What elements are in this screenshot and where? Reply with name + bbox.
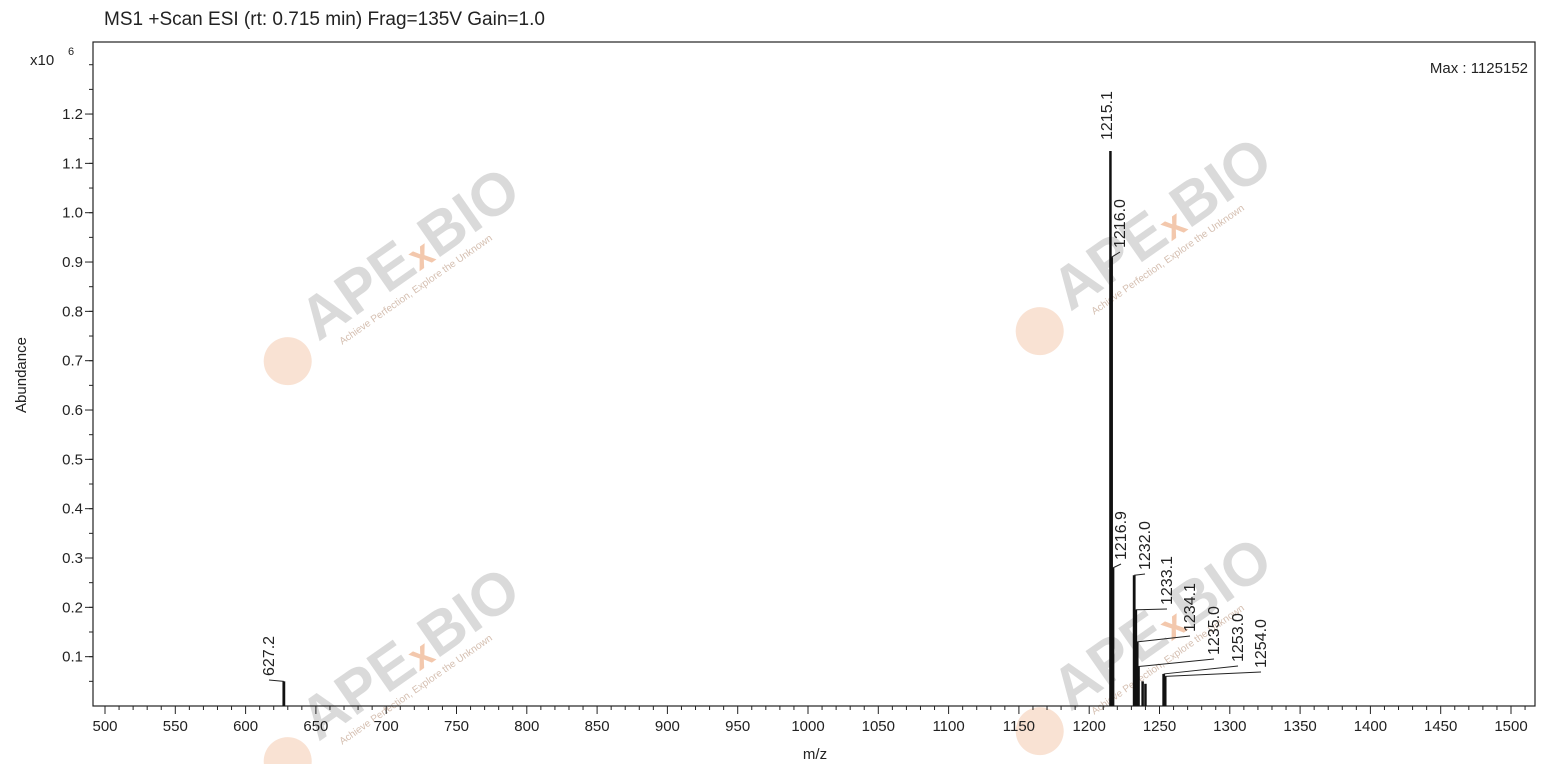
y-tick-label: 0.8 xyxy=(62,303,83,320)
x-tick-label: 550 xyxy=(163,718,188,735)
x-tick-label: 1350 xyxy=(1283,718,1316,735)
watermark-logo-icon xyxy=(1015,307,1064,356)
y-tick-label: 0.1 xyxy=(62,649,83,666)
x-tick-label: 500 xyxy=(92,718,117,735)
x-tick-label: 800 xyxy=(514,718,539,735)
y-tick-label: 0.6 xyxy=(62,402,83,419)
x-tick-label: 750 xyxy=(444,718,469,735)
y-tick-label: 1.2 xyxy=(62,106,83,123)
watermark-logo-icon xyxy=(263,337,312,386)
peak-label-leader xyxy=(1111,251,1121,258)
y-tick-label: 0.7 xyxy=(62,353,83,370)
peak-label-leader xyxy=(1137,635,1191,643)
max-abundance-label: Max : 1125152 xyxy=(1430,60,1528,77)
peak-label-leader xyxy=(1163,665,1239,675)
peak-label: 1254.0 xyxy=(1253,619,1270,668)
watermark-brand: APExBIO xyxy=(287,154,531,353)
peak-label-leader xyxy=(1112,563,1122,569)
x-axis: 500 550 600 650 700 750 800 850 900 950 1000 1050 11… xyxy=(92,706,1528,735)
peak-label: 1234.1 xyxy=(1182,583,1199,632)
y-multiplier-exponent: 6 xyxy=(68,46,74,58)
peak-label-leader xyxy=(268,679,284,682)
x-tick-label: 1500 xyxy=(1494,718,1527,735)
y-tick-label: 1.0 xyxy=(62,205,83,222)
x-tick-label: 1000 xyxy=(791,718,824,735)
x-tick-label: 850 xyxy=(585,718,610,735)
peak-label: 1215.1 xyxy=(1099,91,1116,140)
y-tick-label: 0.2 xyxy=(62,599,83,616)
peak-label: 1216.9 xyxy=(1113,511,1130,560)
x-axis-label: m/z xyxy=(803,746,827,763)
spectrum-peaks: 627.2 1215.1 1216.0 1216.9 1232.0 1233.1 1234.… xyxy=(261,91,1270,706)
y-tick-label: 0.3 xyxy=(62,550,83,567)
x-tick-label: 1300 xyxy=(1213,718,1246,735)
peak-label: 1233.1 xyxy=(1159,556,1176,605)
plot-frame xyxy=(92,41,1536,707)
chart-title: MS1 +Scan ESI (rt: 0.715 min) Frag=135V … xyxy=(104,9,545,30)
x-tick-label: 600 xyxy=(233,718,258,735)
x-tick-label: 1150 xyxy=(1003,718,1035,735)
y-axis-label: Abundance xyxy=(13,337,30,413)
watermark-logo-icon xyxy=(263,737,312,764)
x-tick-label: 900 xyxy=(655,718,680,735)
watermark-logo-icon xyxy=(1015,707,1064,756)
x-tick-label: 1250 xyxy=(1143,718,1176,735)
peak-label-leader xyxy=(1165,671,1262,677)
x-tick-label: 1050 xyxy=(862,718,895,735)
peak-label-leader xyxy=(1135,608,1168,611)
peak-label: 1232.0 xyxy=(1137,521,1154,570)
x-tick-label: 950 xyxy=(725,718,750,735)
peak-label: 627.2 xyxy=(261,636,278,676)
x-tick-label: 1100 xyxy=(932,718,964,735)
x-tick-label: 1200 xyxy=(1073,718,1106,735)
watermark-brand: APExBIO xyxy=(1039,124,1283,323)
x-tick-label: 700 xyxy=(374,718,399,735)
y-axis: 0.1 0.2 0.3 0.4 0.5 0.6 0.7 0.8 0.9 1.0 1.1 1.2 xyxy=(62,64,93,682)
peak-label-leader xyxy=(1138,658,1215,668)
y-tick-label: 0.9 xyxy=(62,254,83,271)
y-tick-label: 0.4 xyxy=(62,501,83,518)
x-tick-label: 1450 xyxy=(1424,718,1457,735)
peak-label: 1235.0 xyxy=(1206,606,1223,655)
x-tick-label: 650 xyxy=(303,718,328,735)
y-tick-label: 0.5 xyxy=(62,451,83,468)
y-tick-label: 1.1 xyxy=(62,155,83,172)
y-multiplier-label: x10 xyxy=(30,52,54,69)
peak-label: 1253.0 xyxy=(1230,613,1247,662)
peak-label: 1216.0 xyxy=(1112,199,1129,248)
x-tick-label: 1400 xyxy=(1354,718,1387,735)
peak-label-leader xyxy=(1134,573,1146,576)
